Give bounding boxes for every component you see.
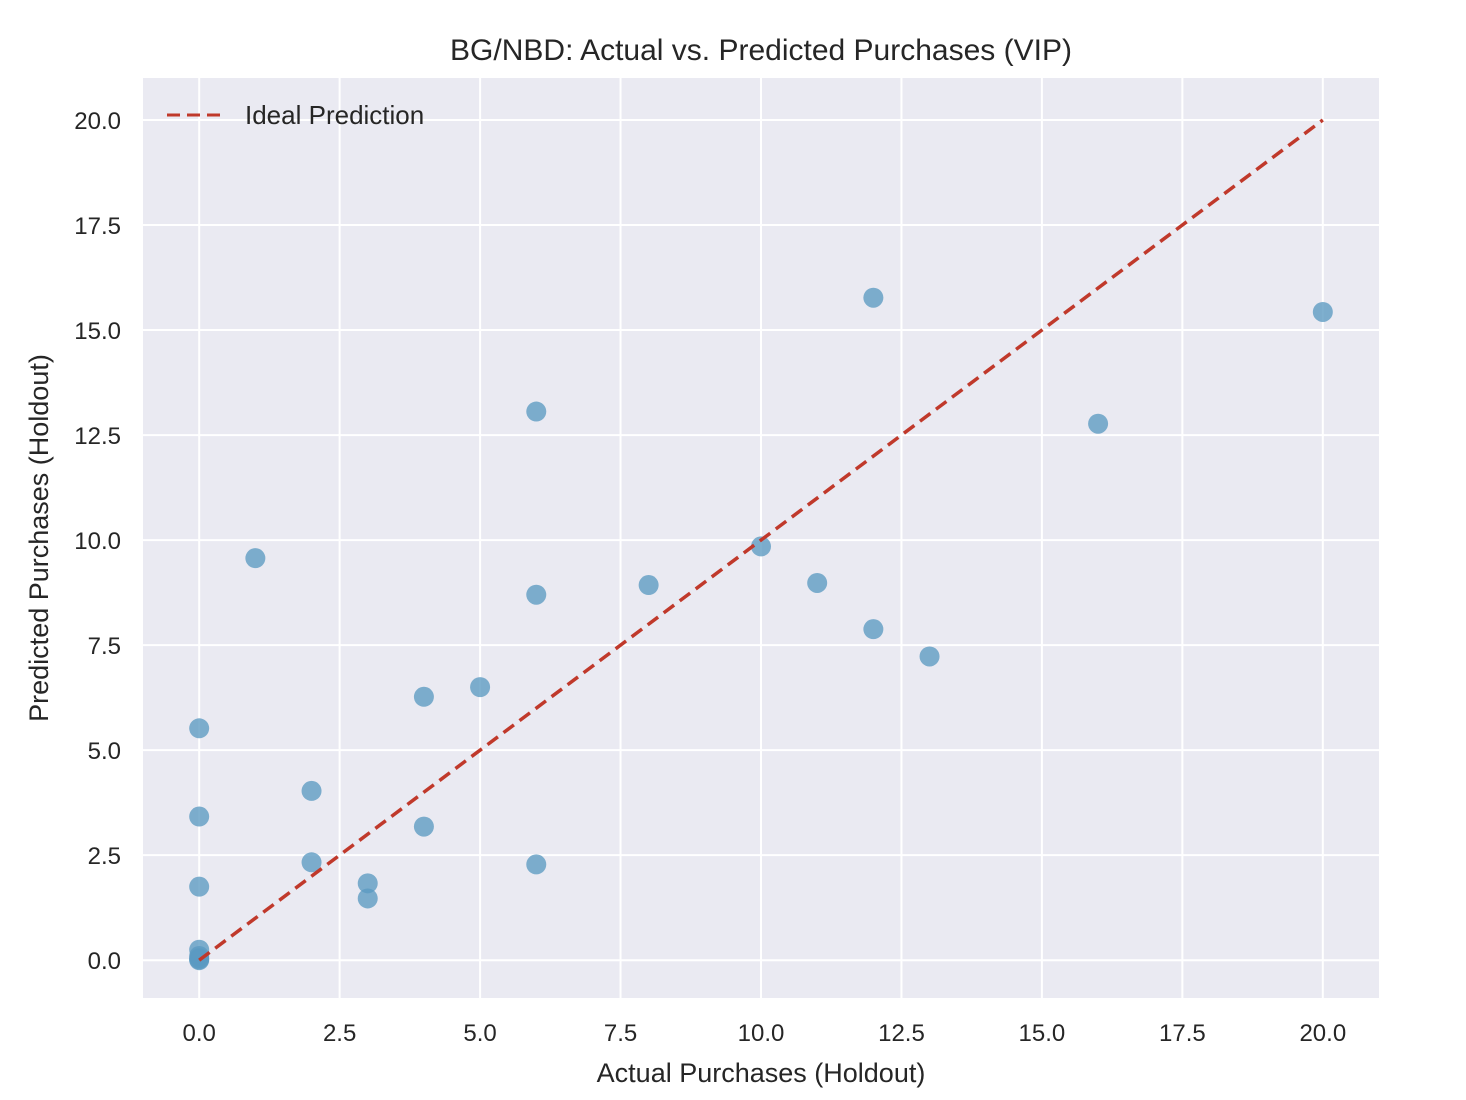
- scatter-point: [301, 780, 322, 801]
- x-axis-label: Actual Purchases (Holdout): [597, 1058, 926, 1088]
- scatter-point: [919, 646, 940, 667]
- x-tick-label: 15.0: [1019, 1020, 1066, 1047]
- scatter-point: [413, 816, 434, 837]
- y-tick-label: 10.0: [74, 528, 121, 555]
- y-tick-label: 20.0: [74, 108, 121, 135]
- y-tick-label: 2.5: [88, 843, 121, 870]
- y-tick-label: 0.0: [88, 948, 121, 975]
- scatter-point: [1312, 301, 1333, 322]
- scatter-point: [470, 677, 491, 698]
- scatter-point: [751, 536, 771, 557]
- x-tick-label: 12.5: [878, 1020, 925, 1047]
- ideal-prediction-line: [198, 118, 1324, 962]
- x-tick-label: 7.5: [604, 1020, 637, 1047]
- scatter-point: [245, 548, 266, 569]
- tick-labels: 0.0 2.5 5.0 7.5 10.0 12.5 15.0 17.5 20.0 0.0 2.5 5.…: [74, 108, 1346, 1047]
- scatter-point: [357, 873, 378, 894]
- scatter-point: [189, 876, 210, 897]
- scatter-point: [526, 401, 547, 422]
- scatter-point: [357, 888, 378, 909]
- x-tick-label: 17.5: [1159, 1020, 1206, 1047]
- scatter-point: [863, 619, 884, 640]
- scatter-point: [189, 718, 210, 739]
- scatter-point: [526, 584, 547, 605]
- scatter-point: [638, 575, 659, 596]
- scatter-point: [807, 572, 828, 593]
- y-tick-label: 17.5: [74, 213, 121, 240]
- scatter-point: [1088, 413, 1109, 434]
- chart-title: BG/NBD: Actual vs. Predicted Purchases (…: [450, 34, 1072, 67]
- x-tick-label: 0.0: [182, 1020, 215, 1047]
- x-tick-label: 10.0: [738, 1020, 785, 1047]
- x-tick-label: 20.0: [1299, 1020, 1346, 1047]
- plot-marks: [189, 118, 1333, 971]
- x-tick-label: 5.0: [463, 1020, 496, 1047]
- scatter-point: [301, 852, 322, 873]
- y-tick-label: 5.0: [88, 738, 121, 765]
- y-tick-label: 7.5: [88, 633, 121, 660]
- y-axis-label: Predicted Purchases (Holdout): [24, 354, 54, 722]
- scatter-point: [526, 854, 547, 875]
- scatter-point: [189, 806, 210, 827]
- y-tick-label: 12.5: [74, 423, 121, 450]
- y-tick-label: 15.0: [74, 318, 121, 345]
- legend: Ideal Prediction: [167, 100, 424, 130]
- x-tick-label: 2.5: [323, 1020, 356, 1047]
- scatter-point: [413, 686, 434, 707]
- scatter-point: [863, 287, 884, 308]
- legend-ideal-prediction-label: Ideal Prediction: [245, 100, 424, 130]
